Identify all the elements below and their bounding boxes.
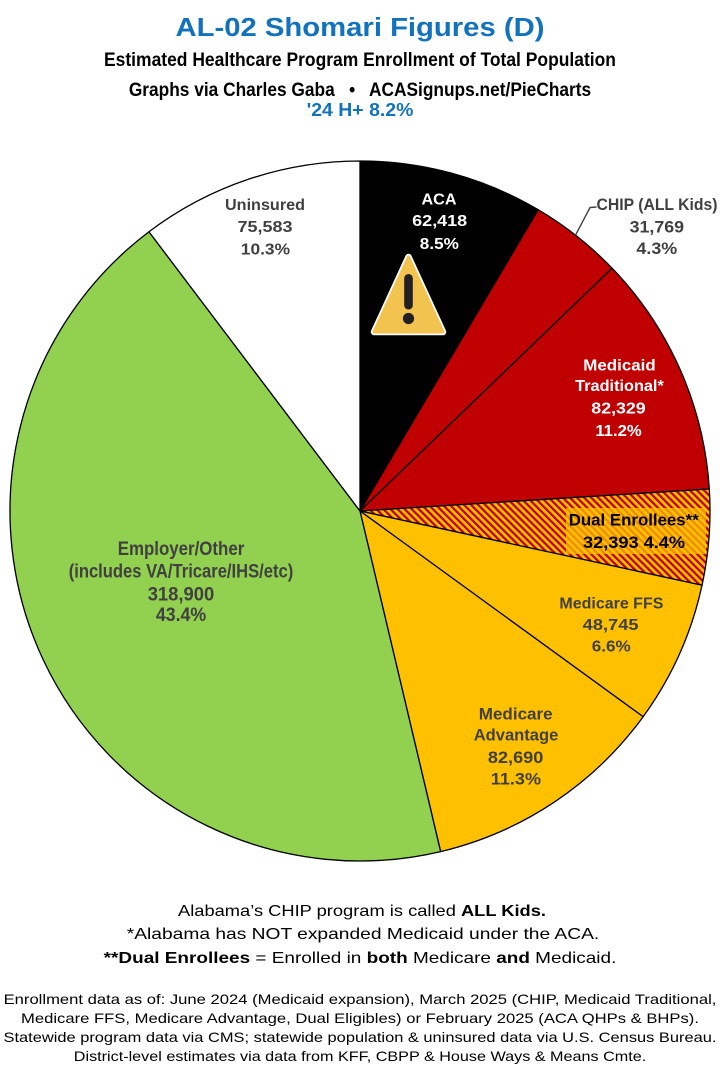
- svg-text:(includes VA/Tricare/IHS/etc): (includes VA/Tricare/IHS/etc): [69, 561, 294, 582]
- svg-text:318,900: 318,900: [148, 584, 215, 605]
- svg-text:62,418: 62,418: [412, 213, 467, 230]
- svg-text:32,393 4.4%: 32,393 4.4%: [583, 533, 685, 552]
- svg-text:6.6%: 6.6%: [592, 639, 631, 656]
- svg-text:8.5%: 8.5%: [420, 236, 459, 253]
- svg-text:31,769: 31,769: [630, 218, 684, 236]
- svg-text:Medicare FFS: Medicare FFS: [559, 595, 663, 612]
- svg-text:4.3%: 4.3%: [636, 240, 677, 258]
- svg-text:Employer/Other: Employer/Other: [118, 539, 245, 560]
- svg-text:11.2%: 11.2%: [595, 423, 641, 440]
- svg-text:Advantage: Advantage: [474, 726, 559, 745]
- svg-text:Medicare: Medicare: [479, 704, 553, 723]
- svg-text:82,329: 82,329: [591, 401, 646, 418]
- svg-text:CHIP (ALL Kids): CHIP (ALL Kids): [597, 196, 718, 214]
- svg-text:82,690: 82,690: [488, 748, 543, 767]
- svg-text:11.3%: 11.3%: [491, 770, 541, 789]
- svg-text:ACA: ACA: [422, 192, 457, 209]
- svg-text:Uninsured: Uninsured: [225, 197, 305, 214]
- svg-text:75,583: 75,583: [238, 219, 293, 236]
- svg-text:Dual Enrollees**: Dual Enrollees**: [569, 511, 699, 530]
- svg-text:10.3%: 10.3%: [241, 242, 290, 259]
- svg-text:43.4%: 43.4%: [156, 605, 206, 626]
- svg-text:Traditional*: Traditional*: [575, 378, 664, 395]
- svg-text:48,745: 48,745: [583, 617, 639, 634]
- svg-text:Medicaid: Medicaid: [583, 358, 655, 375]
